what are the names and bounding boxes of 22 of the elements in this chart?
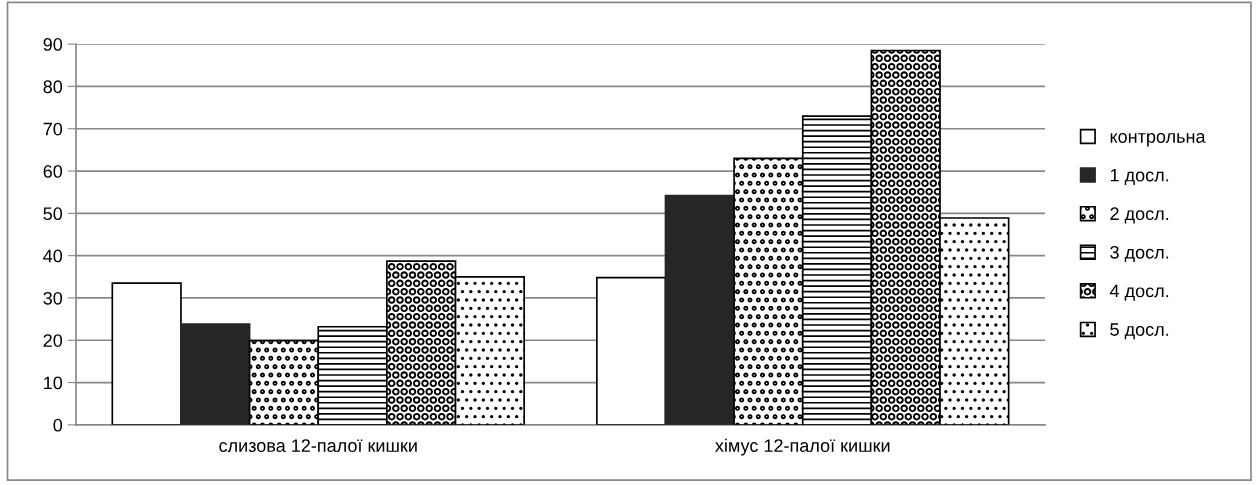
y-tick-label: 90 (43, 38, 63, 51)
y-tick-label: 10 (44, 376, 63, 390)
legend-label: 5 досл. (1110, 323, 1169, 340)
y-tick-label: 40 (43, 249, 63, 263)
bar (664, 194, 735, 425)
y-tick-label: 70 (43, 122, 63, 136)
x-tick-label: слизова 12-палої кишки (219, 439, 417, 453)
legend-label: 4 досл. (1109, 284, 1169, 301)
bar (111, 282, 182, 425)
legend-label: 1 досл. (1110, 168, 1169, 185)
y-tick-label: 80 (43, 80, 63, 94)
y-tick-label: 20 (43, 334, 63, 347)
legend-label: 3 досл. (1110, 245, 1169, 263)
legend-label: контрольна (1110, 133, 1206, 147)
y-tick-label: 30 (43, 291, 63, 305)
y-tick-label: 60 (43, 164, 63, 178)
bar (180, 323, 251, 425)
bar (595, 276, 667, 425)
y-tick-label: 0 (53, 418, 63, 432)
x-tick-label: хімус 12-палої кишки (715, 438, 890, 456)
legend-label: 2 досл. (1110, 207, 1169, 224)
y-tick-label: 50 (43, 207, 63, 221)
